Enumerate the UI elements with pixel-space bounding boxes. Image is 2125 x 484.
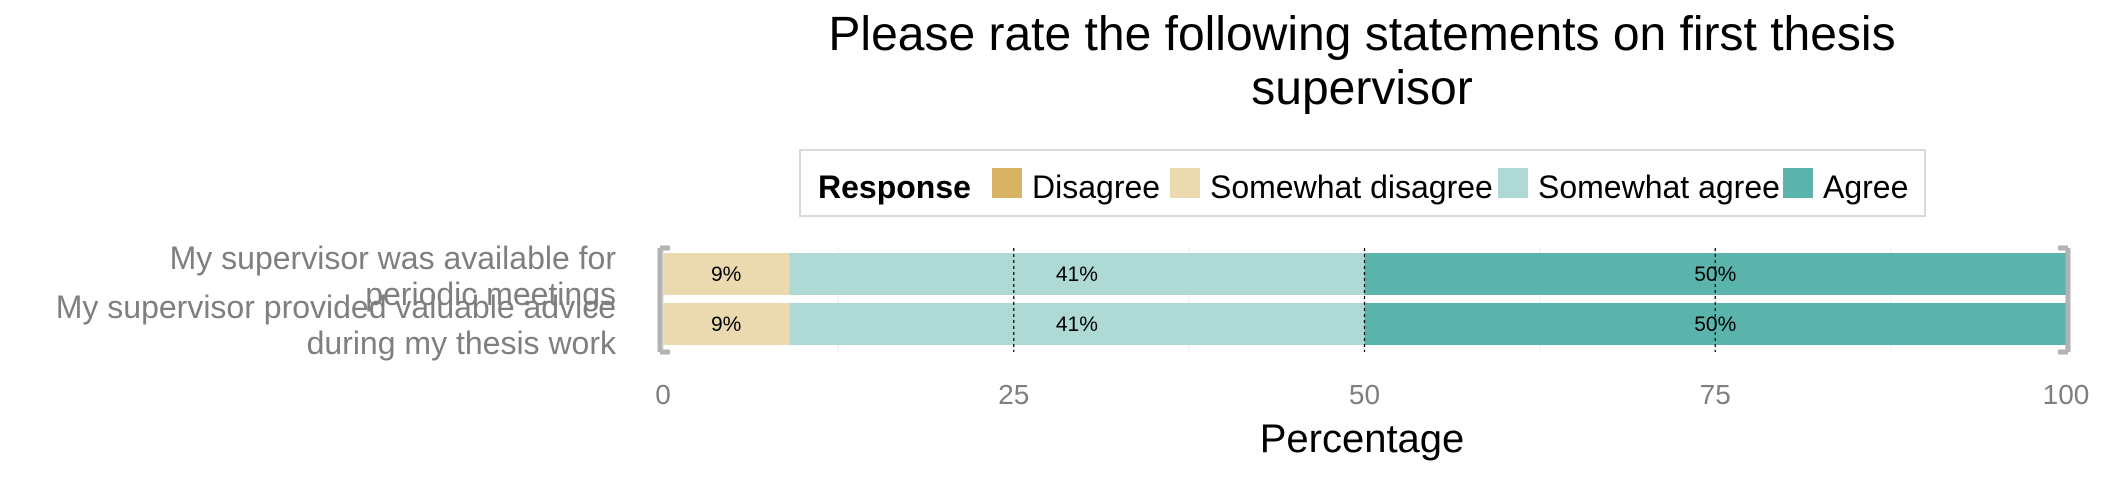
- legend: Response Disagree Somewhat disagree Somewh…: [799, 149, 1926, 217]
- bar-label-1-2: 9%: [711, 263, 741, 286]
- bar-label-2-4: 50%: [1694, 313, 1736, 336]
- panel-border: [657, 245, 2071, 355]
- category-label-2-line-2: during my thesis work: [307, 325, 617, 361]
- x-tick-label-2: 25: [998, 379, 1029, 410]
- x-tick-label-3: 50: [1349, 379, 1380, 410]
- legend-label-1: Disagree: [1032, 169, 1160, 205]
- x-tick-label-5: 100: [2043, 379, 2090, 410]
- legend-label-3: Somewhat agree: [1538, 169, 1780, 205]
- chart-title-line-2: supervisor: [1251, 62, 1472, 115]
- x-tick-label-1: 0: [655, 379, 671, 410]
- legend-swatch-2: [1170, 168, 1200, 198]
- category-label-1-line-2: periodic meetings: [365, 276, 616, 312]
- category-label-1-line-1: My supervisor was available for: [170, 240, 617, 276]
- bar-1-3: [789, 253, 1365, 295]
- bar-1-2: [663, 253, 790, 295]
- legend-swatch-4: [1783, 168, 1813, 198]
- bar-label-2-2: 9%: [711, 313, 741, 336]
- bar-label-2-3: 41%: [1056, 313, 1098, 336]
- legend-swatch-1: [992, 168, 1022, 198]
- legend-box: [799, 149, 1926, 217]
- legend-label-2: Somewhat disagree: [1210, 169, 1493, 205]
- bar-2-3: [789, 303, 1365, 345]
- legend-swatch-3: [1498, 168, 1528, 198]
- legend-title: Response: [818, 169, 971, 205]
- chart-title-line-1: Please rate the following statements on …: [828, 8, 1895, 61]
- category-label-2-line-1: My supervisor provided valuable advice: [56, 289, 616, 325]
- x-tick-label-4: 75: [1700, 379, 1731, 410]
- legend-label-4: Agree: [1823, 169, 1908, 205]
- x-axis-title: Percentage: [1260, 417, 1465, 461]
- bar-label-1-3: 41%: [1056, 263, 1098, 286]
- bar-2-2: [663, 303, 790, 345]
